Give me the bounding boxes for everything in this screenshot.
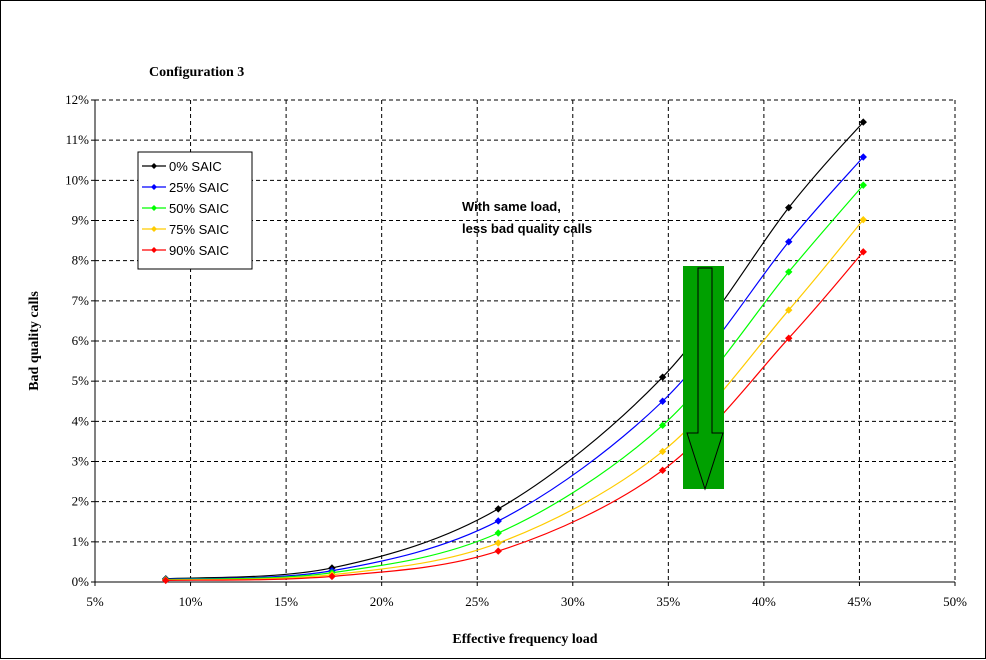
chart-title: Configuration 3 xyxy=(149,65,244,80)
legend-marker xyxy=(151,226,157,232)
arrow-outline xyxy=(686,267,724,491)
data-point-marker xyxy=(859,181,867,189)
data-point-marker xyxy=(658,373,667,381)
legend: 0% SAIC 25% SAIC 50% SAIC 75% SAIC 90% SAIC xyxy=(137,151,253,270)
legend-marker xyxy=(151,163,157,169)
x-axis-label: Effective frequency load xyxy=(452,632,597,647)
data-point-marker xyxy=(494,517,502,525)
data-point-marker xyxy=(328,572,336,581)
legend-label: 25% SAIC xyxy=(169,180,229,195)
data-point-marker xyxy=(162,576,170,585)
y-tick-label: 7% xyxy=(72,293,90,308)
data-point-marker xyxy=(785,334,793,342)
data-point-marker xyxy=(859,153,867,161)
data-point-marker xyxy=(859,118,867,126)
x-tick-label: 40% xyxy=(752,594,776,609)
data-point-marker xyxy=(658,447,667,456)
series-layer xyxy=(162,118,867,585)
x-tick-label: 35% xyxy=(656,594,680,609)
x-tick-labels: 5% 10% 15% 20% 25% 30% 35% 40% 45% 50% xyxy=(86,594,967,609)
legend-label: 75% SAIC xyxy=(169,222,229,237)
arrow-background xyxy=(683,266,724,489)
data-point-marker xyxy=(658,421,667,430)
axes xyxy=(94,100,955,583)
series-4 xyxy=(162,248,867,585)
y-tick-label: 8% xyxy=(72,253,90,268)
data-point-marker xyxy=(785,268,793,276)
y-tick-label: 9% xyxy=(72,213,90,228)
down-arrow-icon xyxy=(683,266,724,491)
data-point-marker xyxy=(859,215,867,224)
legend-label: 0% SAIC xyxy=(169,159,222,174)
data-point-marker xyxy=(785,238,793,246)
x-tick-label: 50% xyxy=(943,594,967,609)
data-point-marker xyxy=(494,539,502,547)
y-tick-label: 2% xyxy=(72,494,90,509)
data-point-marker xyxy=(658,466,667,475)
y-tick-label: 5% xyxy=(72,373,90,388)
x-tick-label: 30% xyxy=(561,594,585,609)
legend-marker xyxy=(151,205,157,211)
x-tick-label: 5% xyxy=(86,594,104,609)
y-tick-label: 12% xyxy=(65,92,89,107)
y-tick-label: 10% xyxy=(65,172,89,187)
annotation-line-2: less bad quality calls xyxy=(462,221,592,236)
x-tick-label: 15% xyxy=(274,594,298,609)
y-tick-label: 0% xyxy=(72,574,90,589)
data-point-marker xyxy=(494,547,502,555)
y-axis-label: Bad quality calls xyxy=(27,291,42,391)
y-tick-label: 11% xyxy=(66,132,90,147)
x-tick-label: 25% xyxy=(465,594,489,609)
y-tick-label: 4% xyxy=(72,413,90,428)
data-point-marker xyxy=(658,397,667,405)
annotation: With same load, less bad quality calls xyxy=(462,199,592,236)
legend-label: 90% SAIC xyxy=(169,243,229,258)
annotation-line-1: With same load, xyxy=(462,199,561,214)
legend-label: 50% SAIC xyxy=(169,201,229,216)
data-point-marker xyxy=(785,306,793,314)
legend-marker xyxy=(151,184,157,190)
data-point-marker xyxy=(494,505,502,513)
x-tick-label: 10% xyxy=(179,594,203,609)
y-tick-label: 6% xyxy=(72,333,90,348)
legend-marker xyxy=(151,247,157,253)
x-tick-label: 45% xyxy=(848,594,872,609)
y-tick-label: 3% xyxy=(72,454,90,469)
data-point-marker xyxy=(859,248,867,256)
y-tick-labels: 0% 1% 2% 3% 4% 5% 6% 7% 8% 9% 10% 11% 12% xyxy=(65,92,89,589)
y-tick-label: 1% xyxy=(72,534,90,549)
x-tick-label: 20% xyxy=(370,594,394,609)
data-point-marker xyxy=(494,529,502,537)
data-point-marker xyxy=(785,203,793,212)
